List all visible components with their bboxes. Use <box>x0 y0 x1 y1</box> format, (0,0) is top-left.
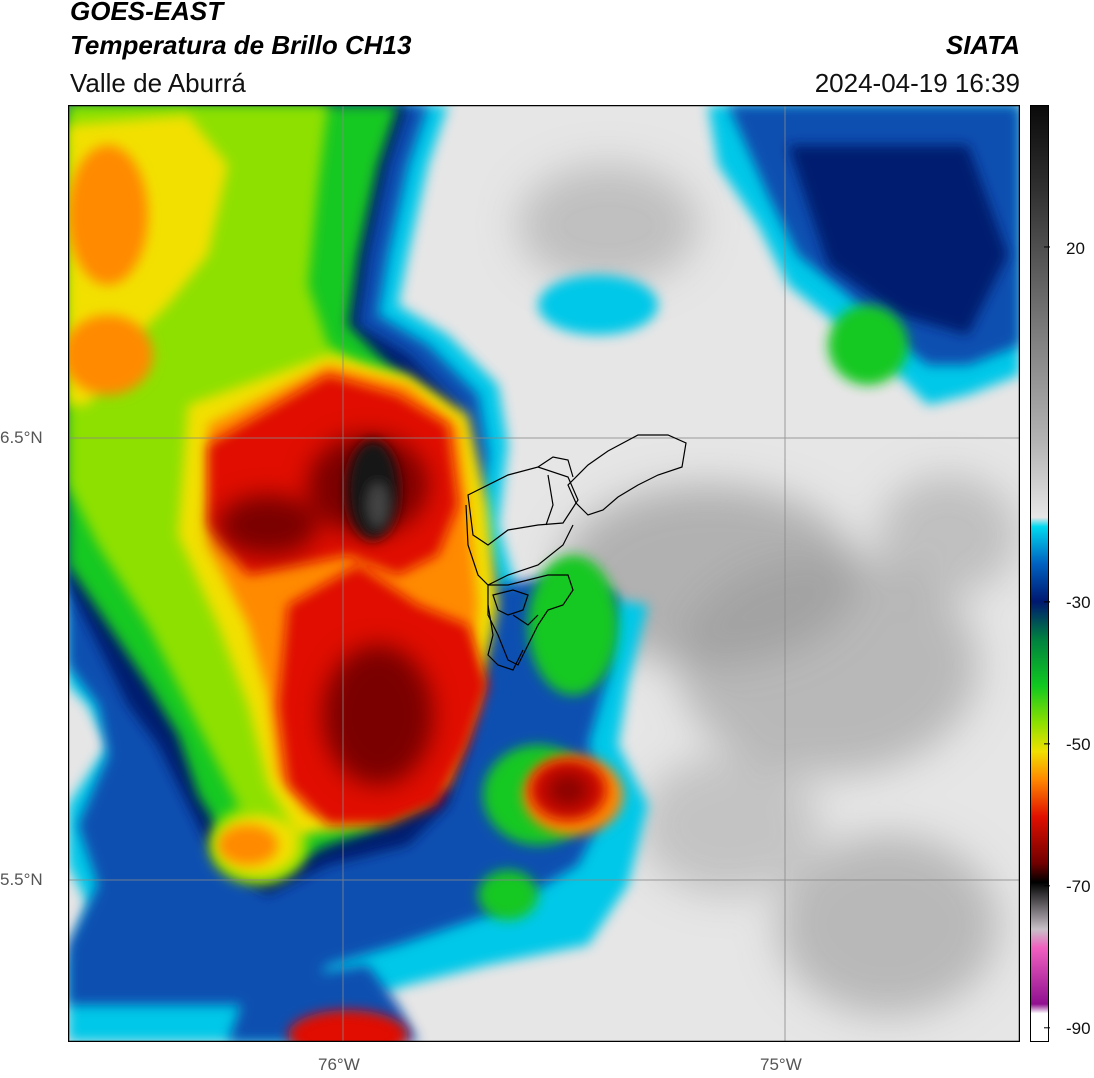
colorbar-label-minus-90: -90 <box>1066 1019 1091 1038</box>
colorbar-label-minus-50: -50 <box>1066 735 1091 754</box>
product-title: Temperatura de Brillo CH13 <box>70 30 412 60</box>
cloud-darkred-layer <box>218 435 592 808</box>
lat-label-5.5n: 5.5°N <box>0 870 43 889</box>
graticule <box>68 105 1020 1042</box>
temperature-colorbar <box>1030 105 1050 1042</box>
colorbar-ticks <box>1044 246 1050 1029</box>
lat-label-6.5n: 6.5°N <box>0 428 43 447</box>
colorbar-label-20: 20 <box>1066 239 1085 258</box>
lon-label-75w: 75°W <box>760 1055 802 1074</box>
cloud-black-core <box>347 440 399 540</box>
timestamp-label: 2024-04-19 16:39 <box>814 68 1020 98</box>
organization-label: SIATA <box>945 30 1020 60</box>
colorbar-label-minus-30: -30 <box>1066 593 1091 612</box>
valle-de-aburra-boundaries <box>465 434 687 671</box>
colorbar-label-minus-70: -70 <box>1066 877 1091 896</box>
satellite-title: GOES-EAST <box>70 0 224 26</box>
brightness-temperature-map <box>68 105 1020 1042</box>
lon-label-76w: 76°W <box>318 1055 360 1074</box>
map-frame <box>68 105 1020 1042</box>
region-title: Valle de Aburrá <box>70 68 246 98</box>
warm-surface-shading <box>518 165 1018 1015</box>
